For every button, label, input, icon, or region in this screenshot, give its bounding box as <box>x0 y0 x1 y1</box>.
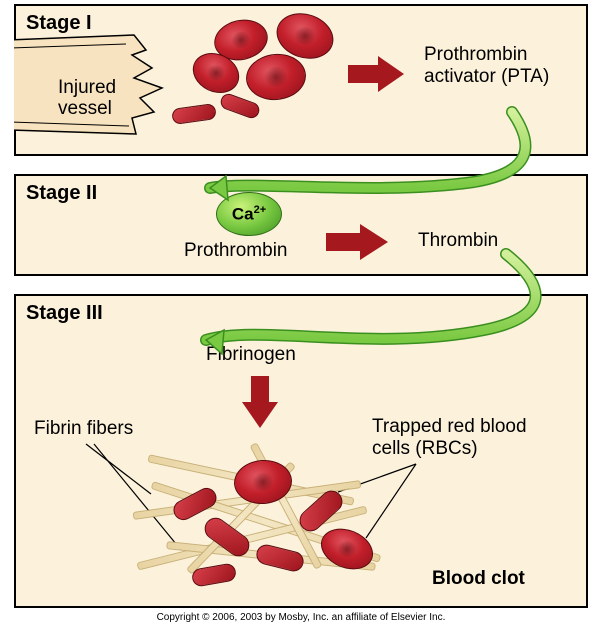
calcium-oval: Ca2+ <box>216 192 282 236</box>
calcium-label: Ca2+ <box>232 204 266 225</box>
stage2-panel: Stage II Ca2+ Prothrombin Thrombin <box>14 174 588 276</box>
arrow-stage3 <box>242 376 278 428</box>
stage3-panel: Stage III Fibrinogen Fibrin fibers Trapp… <box>14 294 588 608</box>
arrow-stage1 <box>348 56 404 92</box>
blood-clot-label: Blood clot <box>432 568 525 590</box>
fibrin-fibers-label: Fibrin fibers <box>34 418 133 440</box>
arrow-stage2 <box>326 224 388 260</box>
stage3-title: Stage III <box>26 302 103 325</box>
trapped-rbc-label: Trapped red blood cells (RBCs) <box>372 416 527 460</box>
diagram-container: Stage I Injured vessel Prothrombin activ… <box>14 4 588 623</box>
copyright-text: Copyright © 2006, 2003 by Mosby, Inc. an… <box>14 612 588 623</box>
rbc-cell <box>244 51 308 103</box>
fibrinogen-label: Fibrinogen <box>206 344 296 366</box>
stage2-title: Stage II <box>26 182 97 205</box>
stage1-panel: Stage I Injured vessel Prothrombin activ… <box>14 4 588 156</box>
platelet-shape <box>254 542 305 573</box>
injured-vessel-label: Injured vessel <box>58 78 116 120</box>
thrombin-label: Thrombin <box>418 230 498 252</box>
platelet-shape <box>218 92 261 121</box>
prothrombin-label: Prothrombin <box>184 240 288 262</box>
pta-label: Prothrombin activator (PTA) <box>424 44 549 88</box>
